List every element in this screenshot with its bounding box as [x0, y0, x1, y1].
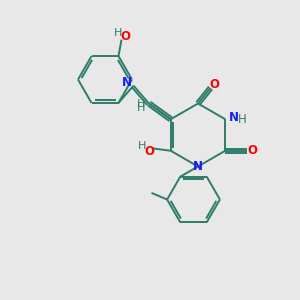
Text: O: O	[120, 30, 130, 43]
Text: N: N	[193, 160, 203, 173]
Text: O: O	[144, 145, 154, 158]
Text: H: H	[137, 141, 146, 151]
Text: N: N	[229, 111, 239, 124]
Text: N: N	[122, 76, 132, 88]
Text: H: H	[238, 113, 247, 126]
Text: H: H	[136, 103, 145, 113]
Text: O: O	[247, 144, 257, 157]
Text: O: O	[209, 78, 219, 91]
Text: H: H	[136, 99, 145, 109]
Text: H: H	[113, 28, 122, 38]
